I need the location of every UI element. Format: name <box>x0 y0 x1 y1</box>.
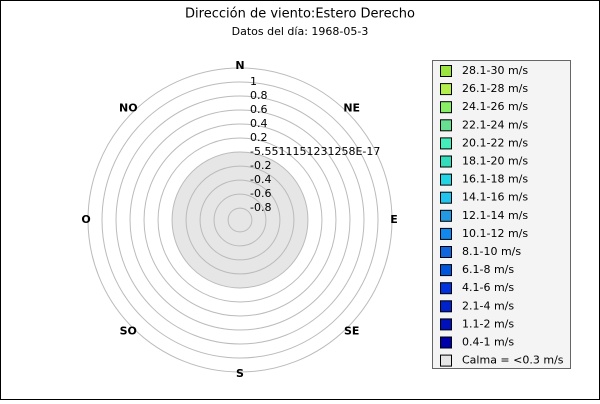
legend-label: 4.1-6 m/s <box>462 281 514 294</box>
legend-box <box>432 60 571 369</box>
r-tick-label: 0.2 <box>250 131 268 144</box>
legend-swatch <box>440 65 452 77</box>
direction-label: NE <box>343 101 360 114</box>
r-tick-label: 1 <box>250 75 257 88</box>
r-tick-label: -0.8 <box>250 201 271 214</box>
direction-label: E <box>390 213 398 226</box>
direction-label: SE <box>344 325 359 338</box>
legend-label: 18.1-20 m/s <box>462 155 528 168</box>
grid-ring <box>227 207 253 233</box>
legend-swatch <box>440 227 452 240</box>
legend-swatch <box>440 336 452 349</box>
direction-label: NO <box>119 101 138 114</box>
legend-label: 12.1-14 m/s <box>462 209 528 222</box>
legend-label: 2.1-4 m/s <box>462 299 514 312</box>
legend-label: 28.1-30 m/s <box>462 64 528 77</box>
legend-swatch <box>440 191 452 204</box>
chart-subtitle: Datos del día: 1968-05-3 <box>232 25 369 38</box>
legend-label: 20.1-22 m/s <box>462 136 528 149</box>
r-tick-label: -0.4 <box>250 173 271 186</box>
grid-ring <box>213 193 267 247</box>
direction-label: N <box>235 59 244 72</box>
direction-label: SO <box>120 325 137 338</box>
r-tick-label: -5.5511151231258E-17 <box>250 145 380 158</box>
legend-label: 1.1-2 m/s <box>462 317 514 330</box>
direction-label: S <box>236 367 244 380</box>
r-tick-label: -0.2 <box>250 159 271 172</box>
legend-swatch <box>440 282 452 295</box>
legend-swatch <box>440 209 452 222</box>
grid-ring <box>185 165 295 275</box>
grid-ring <box>115 95 365 345</box>
r-tick-label: 0.8 <box>250 89 268 102</box>
grid-ring <box>199 179 281 261</box>
legend-swatch <box>440 155 452 168</box>
legend-swatch <box>440 173 452 186</box>
legend-swatch <box>440 354 452 367</box>
legend-swatch <box>440 246 452 258</box>
legend-label: 8.1-10 m/s <box>462 245 521 258</box>
legend-label: Calma = <0.3 m/s <box>462 354 564 367</box>
legend-label: 6.1-8 m/s <box>462 263 514 276</box>
grid-ring <box>171 151 309 289</box>
direction-label: O <box>81 213 90 226</box>
legend-swatch <box>440 83 452 96</box>
chart-title: Dirección de viento:Estero Derecho <box>185 7 415 22</box>
legend-label: 22.1-24 m/s <box>462 118 528 131</box>
grid-ring <box>129 109 351 331</box>
legend-swatch <box>440 137 452 150</box>
legend-label: 16.1-18 m/s <box>462 173 528 186</box>
legend-label: 24.1-26 m/s <box>462 100 528 113</box>
legend-swatch <box>440 264 452 277</box>
grid-ring <box>157 137 323 303</box>
outer-ring <box>87 67 393 373</box>
grid-ring <box>101 81 379 359</box>
legend-label: 0.4-1 m/s <box>462 336 514 349</box>
legend-swatch <box>440 119 452 132</box>
calm-disk <box>172 152 308 288</box>
legend-swatch <box>440 101 452 114</box>
legend-label: 26.1-28 m/s <box>462 82 528 95</box>
grid-ring <box>143 123 337 317</box>
r-tick-label: -0.6 <box>250 187 271 200</box>
legend-swatch <box>440 300 452 313</box>
legend-label: 14.1-16 m/s <box>462 191 528 204</box>
legend-swatch <box>440 318 452 331</box>
r-tick-label: 0.4 <box>250 117 268 130</box>
legend-label: 10.1-12 m/s <box>462 227 528 240</box>
r-tick-label: 0.6 <box>250 103 268 116</box>
